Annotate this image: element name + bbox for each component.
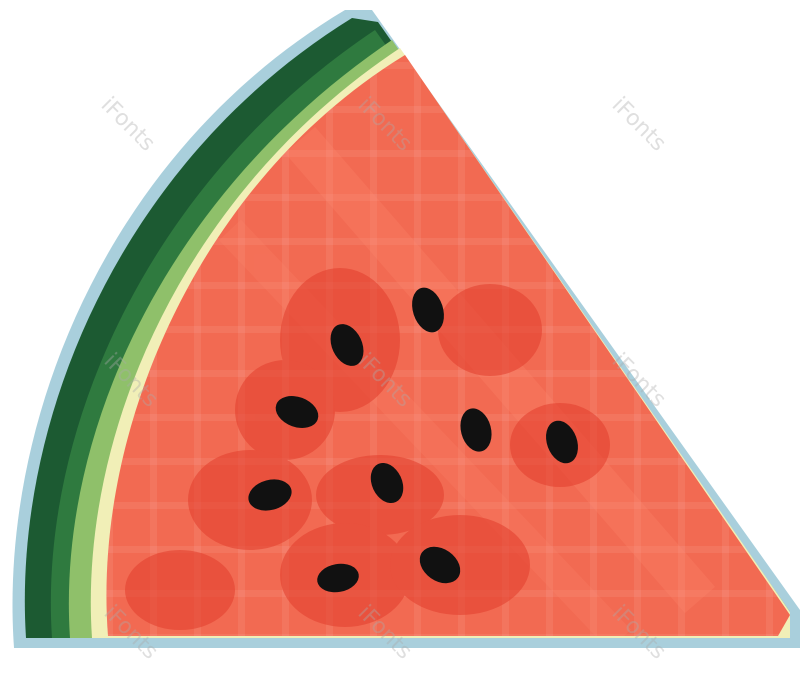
- seed: [275, 396, 319, 428]
- seed: [317, 563, 359, 593]
- seed: [546, 420, 578, 464]
- seed: [412, 287, 444, 333]
- seed: [419, 546, 461, 584]
- flesh-blotch: [390, 515, 530, 615]
- seed: [460, 408, 492, 452]
- flesh-blotch: [438, 284, 542, 376]
- flesh-blotch: [125, 550, 235, 630]
- seed: [370, 462, 404, 504]
- seed: [330, 324, 364, 366]
- seed: [248, 479, 292, 511]
